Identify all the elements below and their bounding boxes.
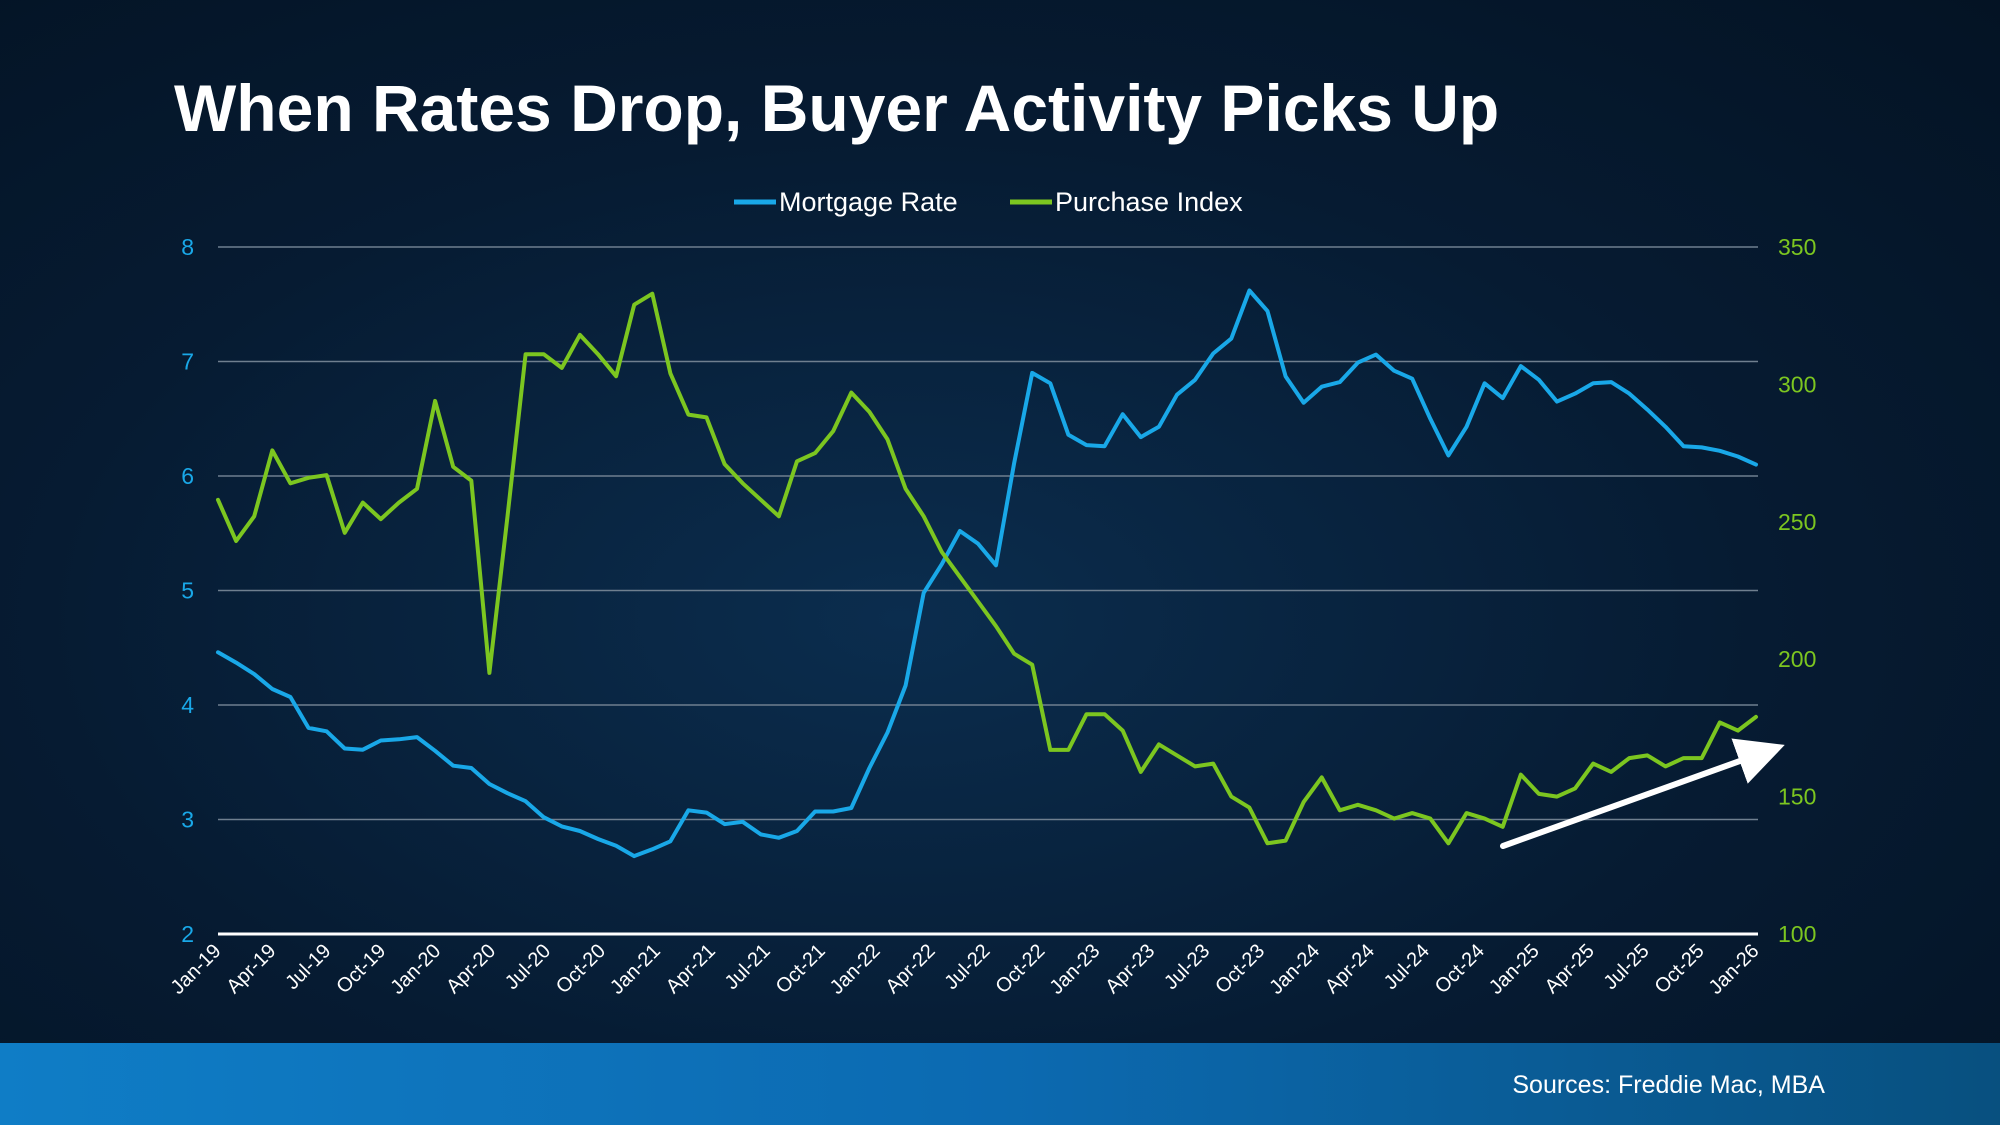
x-tick-label: Jul-22 (940, 940, 994, 994)
x-tick-label: Oct-19 (332, 940, 390, 998)
right-y-tick-label: 300 (1778, 371, 1816, 397)
chart-title: When Rates Drop, Buyer Activity Picks Up (174, 71, 1500, 145)
right-y-axis: 100 150 200 250 300 350 (1778, 234, 1816, 947)
trend-arrow (1500, 738, 1785, 849)
legend-label-purchase-index: Purchase Index (1055, 187, 1243, 217)
x-tick-label: Jul-25 (1600, 940, 1654, 994)
right-y-tick-label: 250 (1778, 509, 1816, 535)
right-y-tick-label: 150 (1778, 784, 1816, 810)
x-tick-label: Jan-19 (167, 940, 226, 999)
footer-bar: Sources: Freddie Mac, MBA (0, 1043, 2000, 1125)
x-tick-label: Apr-25 (1541, 940, 1599, 998)
right-y-tick-label: 350 (1778, 234, 1816, 260)
left-y-tick-label: 4 (181, 692, 194, 718)
x-tick-label: Jan-23 (1046, 940, 1105, 999)
x-tick-label: Jan-24 (1265, 940, 1324, 999)
left-y-tick-label: 2 (181, 921, 194, 947)
x-tick-label: Jan-22 (826, 940, 885, 999)
left-y-tick-label: 6 (181, 463, 194, 489)
x-tick-label: Jan-25 (1485, 940, 1544, 999)
source-note: Sources: Freddie Mac, MBA (1512, 1071, 1825, 1099)
x-tick-label: Oct-21 (772, 940, 830, 998)
x-tick-label: Jul-19 (281, 940, 335, 994)
gridlines (218, 246, 1758, 936)
x-tick-label: Oct-24 (1431, 940, 1489, 998)
x-tick-label: Apr-19 (222, 940, 280, 998)
x-tick-label: Jan-21 (606, 940, 665, 999)
x-tick-label: Apr-24 (1321, 940, 1379, 998)
x-tick-label: Apr-21 (662, 940, 720, 998)
x-tick-label: Apr-23 (1101, 940, 1159, 998)
x-tick-label: Oct-22 (991, 940, 1049, 998)
legend-label-mortgage-rate: Mortgage Rate (779, 187, 958, 217)
x-tick-label: Jan-20 (386, 940, 445, 999)
left-y-tick-label: 8 (181, 234, 194, 260)
x-tick-label: Oct-25 (1651, 940, 1709, 998)
x-tick-label: Apr-20 (442, 940, 500, 998)
mortgage-rate-line (216, 288, 1758, 859)
left-y-tick-label: 7 (181, 349, 194, 375)
x-tick-label: Jul-21 (721, 940, 775, 994)
right-y-tick-label: 200 (1778, 646, 1816, 672)
x-tick-label: Oct-20 (552, 940, 610, 998)
x-tick-label: Apr-22 (882, 940, 940, 998)
x-tick-label: Jan-26 (1705, 940, 1764, 999)
x-tick-label: Jul-23 (1160, 940, 1214, 994)
x-tick-label: Jul-20 (501, 940, 555, 994)
x-tick-label: Oct-23 (1211, 940, 1269, 998)
x-tick-label: Jul-24 (1380, 940, 1434, 994)
purchase-index-line (216, 291, 1758, 846)
left-y-axis: 2 3 4 5 6 7 8 (181, 234, 194, 947)
series-layer (216, 288, 1758, 859)
legend: Mortgage Rate Purchase Index (734, 187, 1243, 217)
left-y-tick-label: 3 (181, 807, 194, 833)
right-y-tick-label: 100 (1778, 921, 1816, 947)
left-y-tick-label: 5 (181, 578, 194, 604)
